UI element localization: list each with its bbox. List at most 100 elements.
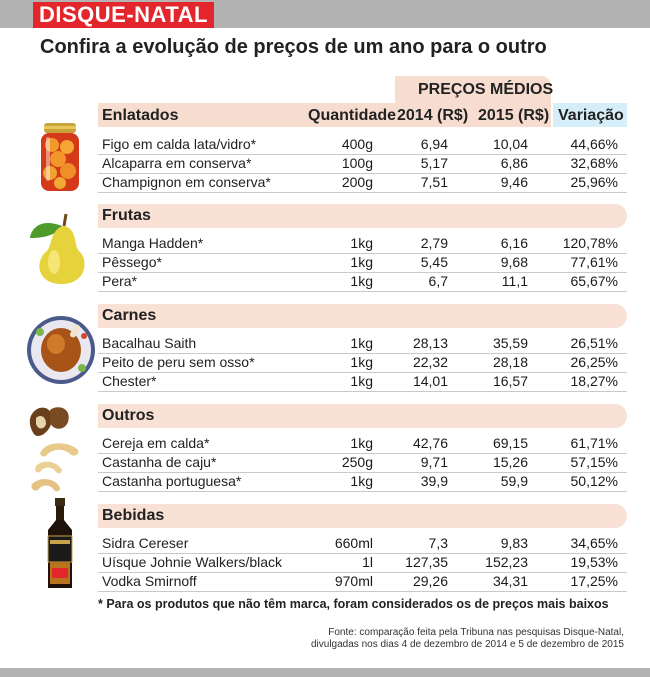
nuts-icon xyxy=(29,407,79,492)
cell-p2015: 9,68 xyxy=(500,254,528,270)
quantity-column-header: Quantidade xyxy=(308,107,397,124)
table-row: Champignon em conserva* 200g 7,51 9,46 25,96… xyxy=(98,173,627,193)
cell-p2015: 16,57 xyxy=(492,373,528,389)
cell-p2015: 15,26 xyxy=(492,454,528,470)
whisky-bottle-icon xyxy=(47,498,73,588)
cell-var: 19,53% xyxy=(570,554,618,570)
product-name: Manga Hadden* xyxy=(102,235,204,251)
table-row: Pera* 1kg 6,7 11,1 65,67% xyxy=(98,272,627,292)
product-name: Peito de peru sem osso* xyxy=(102,354,255,370)
cell-qty: 1l xyxy=(362,554,373,570)
cell-p2015: 9,83 xyxy=(500,535,528,551)
cell-qty: 250g xyxy=(341,454,373,470)
cell-p2015: 59,9 xyxy=(500,473,528,489)
cell-p2015: 34,31 xyxy=(492,573,528,589)
table-row: Alcaparra em conserva* 100g 5,17 6,86 32,68% xyxy=(98,154,627,174)
cell-var: 120,78% xyxy=(562,235,618,251)
cell-p2015: 28,18 xyxy=(492,354,528,370)
cell-var: 77,61% xyxy=(570,254,618,270)
cell-var: 26,51% xyxy=(570,335,618,351)
source-note: Fonte: comparação feita pela Tribuna nas… xyxy=(311,627,624,651)
footnote: * Para os produtos que não têm marca, fo… xyxy=(98,597,609,611)
product-name: Sidra Cereser xyxy=(102,535,189,551)
cell-p2014: 6,94 xyxy=(420,136,448,152)
table-row: Castanha de caju* 250g 9,71 15,26 57,15% xyxy=(98,453,627,473)
cell-qty: 200g xyxy=(341,174,373,190)
cell-var: 34,65% xyxy=(570,535,618,551)
year-2015-column-header: 2015 (R$) xyxy=(478,107,550,124)
cell-qty: 1kg xyxy=(350,435,373,451)
table-row: Peito de peru sem osso* 1kg 22,32 28,18 26,2… xyxy=(98,353,627,373)
cell-qty: 100g xyxy=(341,155,373,171)
cell-p2014: 127,35 xyxy=(405,554,448,570)
cell-p2015: 69,15 xyxy=(492,435,528,451)
cell-p2015: 9,46 xyxy=(500,174,528,190)
cell-qty: 1kg xyxy=(350,335,373,351)
first-category-label: Enlatados xyxy=(102,107,179,124)
cell-p2015: 11,1 xyxy=(501,273,528,289)
table-row: Uísque Johnie Walkers/black 1l 127,35 152,2… xyxy=(98,553,627,573)
variation-header-band xyxy=(553,103,627,127)
cell-var: 32,68% xyxy=(570,155,618,171)
cell-var: 26,25% xyxy=(570,354,618,370)
product-name: Uísque Johnie Walkers/black xyxy=(102,554,283,570)
product-name: Castanha portuguesa* xyxy=(102,473,242,489)
cell-p2015: 152,23 xyxy=(485,554,528,570)
brand-tag: DISQUE-NATAL xyxy=(33,2,214,28)
bottom-gray-bar xyxy=(0,668,650,677)
cell-var: 57,15% xyxy=(570,454,618,470)
cell-p2014: 42,76 xyxy=(412,435,448,451)
category-label: Bebidas xyxy=(102,507,165,524)
cell-p2014: 22,32 xyxy=(412,354,448,370)
table-row: Pêssego* 1kg 5,45 9,68 77,61% xyxy=(98,253,627,273)
cell-p2014: 6,7 xyxy=(428,273,448,289)
product-name: Vodka Smirnoff xyxy=(102,573,197,589)
cell-qty: 660ml xyxy=(334,535,373,551)
product-name: Castanha de caju* xyxy=(102,454,217,470)
cell-p2014: 5,45 xyxy=(420,254,448,270)
cell-p2014: 5,17 xyxy=(420,155,448,171)
product-name: Pera* xyxy=(102,273,138,289)
cell-p2014: 14,01 xyxy=(412,373,448,389)
cell-qty: 970ml xyxy=(334,573,373,589)
variation-column-header: Variação xyxy=(558,107,624,124)
table-row: Sidra Cereser 660ml 7,3 9,83 34,65% xyxy=(98,534,627,554)
product-name: Bacalhau Saith xyxy=(102,335,197,351)
category-band: Carnes xyxy=(98,304,627,328)
cell-var: 61,71% xyxy=(570,435,618,451)
source-line-2: divulgadas nos dias 4 de dezembro de 201… xyxy=(310,639,624,650)
table-row: Castanha portuguesa* 1kg 39,9 59,9 50,12% xyxy=(98,472,627,492)
source-line-1: Fonte: comparação feita pela Tribuna nas… xyxy=(328,627,624,638)
cell-p2014: 7,3 xyxy=(428,535,448,551)
table-row: Manga Hadden* 1kg 2,79 6,16 120,78% xyxy=(98,234,627,254)
category-band: Bebidas xyxy=(98,504,627,528)
cell-p2014: 2,79 xyxy=(420,235,448,251)
category-label: Frutas xyxy=(102,207,151,224)
cell-qty: 1kg xyxy=(350,273,373,289)
year-2014-column-header: 2014 (R$) xyxy=(397,107,469,124)
product-name: Chester* xyxy=(102,373,157,389)
category-band: Outros xyxy=(98,404,627,428)
cell-p2014: 7,51 xyxy=(420,174,448,190)
category-label: Carnes xyxy=(102,307,157,324)
cell-var: 25,96% xyxy=(570,174,618,190)
category-label: Outros xyxy=(102,407,155,424)
cell-p2014: 39,9 xyxy=(420,473,448,489)
canned-peaches-jar-icon xyxy=(41,123,79,191)
product-name: Champignon em conserva* xyxy=(102,174,271,190)
product-name: Cereja em calda* xyxy=(102,435,210,451)
cell-p2015: 10,04 xyxy=(492,136,528,152)
page-subtitle: Confira a evolução de preços de um ano p… xyxy=(40,36,547,58)
cell-qty: 1kg xyxy=(350,473,373,489)
roast-turkey-icon xyxy=(27,316,95,384)
category-band: Frutas xyxy=(98,204,627,228)
cell-var: 18,27% xyxy=(570,373,618,389)
table-row: Vodka Smirnoff 970ml 29,26 34,31 17,25% xyxy=(98,572,627,592)
product-name: Alcaparra em conserva* xyxy=(102,155,252,171)
cell-p2015: 6,16 xyxy=(500,235,528,251)
cell-qty: 1kg xyxy=(350,235,373,251)
cell-p2015: 35,59 xyxy=(492,335,528,351)
cell-p2014: 28,13 xyxy=(412,335,448,351)
table-row: Chester* 1kg 14,01 16,57 18,27% xyxy=(98,372,627,392)
cell-var: 65,67% xyxy=(570,273,618,289)
